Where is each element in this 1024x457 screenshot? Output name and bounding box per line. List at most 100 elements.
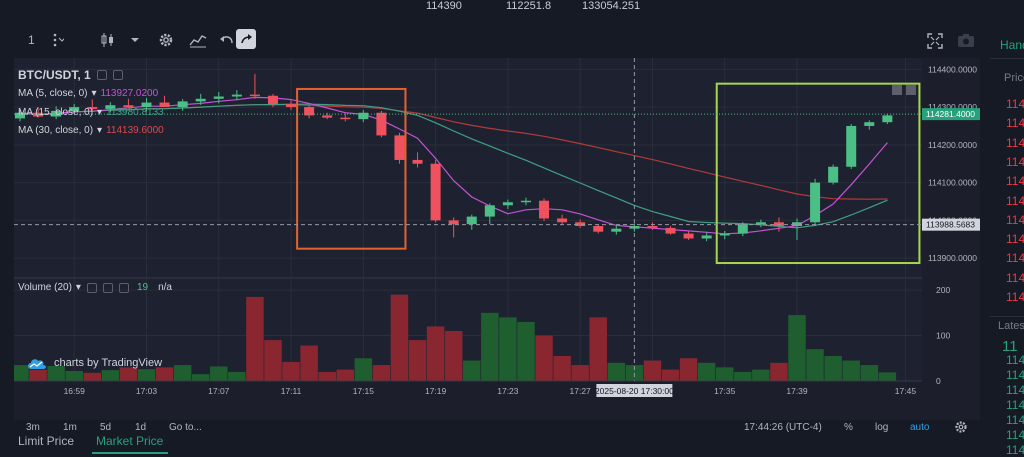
- time-tick-label: 17:19: [425, 386, 447, 396]
- chevron-down-icon[interactable]: ▾: [97, 125, 103, 136]
- volume-bar: [444, 331, 463, 381]
- volume-bar: [752, 369, 770, 381]
- volume-bar: [300, 345, 318, 381]
- fullscreen-icon[interactable]: [926, 32, 944, 50]
- candle-body: [575, 222, 586, 227]
- legend-volume[interactable]: Volume (20) ▾ 19 n/a: [18, 282, 172, 293]
- trade-price[interactable]: 114: [1006, 383, 1024, 397]
- volume-bar: [734, 371, 752, 381]
- volume-bar: [137, 369, 156, 381]
- tab-limit-price[interactable]: Limit Price: [18, 434, 75, 448]
- price-tick-label: 114300.0000: [928, 102, 977, 112]
- ask-price[interactable]: 114: [1006, 251, 1024, 266]
- trade-price[interactable]: 114: [1006, 353, 1024, 367]
- ask-price[interactable]: 114: [1006, 193, 1024, 208]
- range-1d[interactable]: 1d: [135, 422, 147, 433]
- legend-ma15[interactable]: MA (15, close, 0) ▾ 113980.8133: [18, 107, 164, 118]
- range-5d[interactable]: 5d: [100, 422, 112, 433]
- close-icon[interactable]: [118, 282, 129, 293]
- order-type-tabs: Limit Price Market Price: [0, 430, 990, 457]
- goto-button[interactable]: Go to...: [169, 422, 202, 433]
- volume-bar: [173, 365, 192, 381]
- eye-icon[interactable]: [86, 282, 97, 293]
- trade-price[interactable]: 114: [1006, 413, 1024, 427]
- ma30-label: MA (30, close, 0): [18, 125, 94, 136]
- candle-body: [864, 122, 875, 126]
- undo-icon[interactable]: [218, 32, 234, 48]
- percent-toggle[interactable]: %: [844, 422, 853, 433]
- trade-price[interactable]: 11: [1002, 338, 1018, 355]
- eye-icon[interactable]: [96, 70, 107, 80]
- candle-body: [502, 202, 513, 206]
- candle-body: [683, 233, 694, 239]
- candle-body: [520, 200, 531, 203]
- interval-button[interactable]: 1: [28, 33, 35, 47]
- crosshair-time-badge: [596, 384, 673, 397]
- candle-body: [195, 98, 206, 102]
- symbol-label: BTC/USDT, 1: [18, 68, 91, 82]
- log-toggle[interactable]: log: [875, 422, 889, 433]
- volume-tick-label: 100: [936, 331, 950, 341]
- chevron-down-icon[interactable]: ▾: [75, 282, 81, 293]
- ask-price[interactable]: 114: [1006, 97, 1024, 111]
- trade-price[interactable]: 114: [1006, 428, 1024, 442]
- trade-price[interactable]: 114: [1006, 398, 1024, 412]
- volume-bar: [210, 366, 228, 381]
- volume-bar: [535, 335, 553, 381]
- gear-icon[interactable]: [954, 420, 968, 437]
- volume-bar: [697, 362, 716, 381]
- watermark-text: charts by TradingView: [54, 357, 163, 369]
- ask-price[interactable]: 114: [1006, 270, 1024, 285]
- volume-bar: [463, 360, 481, 381]
- indicators-icon[interactable]: [189, 32, 207, 48]
- chevron-down-icon[interactable]: ▾: [91, 88, 97, 99]
- volume-bar: [47, 366, 65, 381]
- range-1m[interactable]: 1m: [63, 422, 77, 433]
- ask-price[interactable]: 114: [1006, 116, 1024, 131]
- ask-price[interactable]: 114: [1006, 212, 1024, 227]
- trade-price[interactable]: 114: [1006, 368, 1024, 382]
- chart-bottom-bar: 3m 1m 5d 1d Go to... 17:44:26 (UTC-4) % …: [14, 420, 980, 438]
- candle-body: [647, 226, 658, 228]
- range-3m[interactable]: 3m: [26, 422, 40, 433]
- volume-bar: [155, 367, 174, 381]
- clock-readout[interactable]: 17:44:26 (UTC-4): [744, 422, 822, 433]
- candle-body: [358, 112, 369, 120]
- tab-divider: [990, 58, 1024, 59]
- ma15-value: 113980.8133: [106, 107, 164, 118]
- settings-icon[interactable]: [102, 282, 113, 293]
- tab-market-price[interactable]: Market Price: [96, 434, 164, 448]
- volume-bar: [101, 370, 120, 381]
- ask-price[interactable]: 114: [1006, 174, 1024, 189]
- volume-bar: [318, 371, 336, 381]
- ask-price[interactable]: 114: [1006, 232, 1024, 247]
- ask-price[interactable]: 114: [1006, 290, 1024, 304]
- chevron-down-icon[interactable]: ▾: [97, 107, 103, 118]
- chevron-down-icon[interactable]: [130, 32, 140, 48]
- settings-icon[interactable]: [112, 70, 123, 80]
- ask-price[interactable]: 114: [1006, 135, 1024, 150]
- candle-body: [665, 227, 676, 234]
- stat-low: 112251.8: [506, 0, 552, 12]
- candle-body: [773, 222, 784, 227]
- candles-icon[interactable]: [100, 32, 116, 48]
- legend-ma5[interactable]: MA (5, close, 0) ▾ 113927.0200: [18, 88, 158, 99]
- candle-body: [737, 224, 748, 234]
- candle-body: [755, 222, 766, 225]
- candle-body: [87, 107, 98, 109]
- chart-area[interactable]: 114400.0000 114300.0000 114200.0000 114100.…: [14, 58, 980, 420]
- tradingview-watermark[interactable]: charts by TradingView: [26, 356, 162, 370]
- time-tick-label: 17:11: [281, 386, 302, 396]
- menu-dots-icon[interactable]: [52, 32, 64, 48]
- share-icon[interactable]: [236, 29, 256, 49]
- auto-toggle[interactable]: auto: [910, 422, 930, 433]
- gear-icon[interactable]: [158, 32, 174, 48]
- tab-handicap[interactable]: Handicap: [1000, 38, 1024, 52]
- trade-price[interactable]: 114: [1006, 443, 1024, 457]
- legend-ma30[interactable]: MA (30, close, 0) ▾ 114139.6000: [18, 125, 164, 136]
- camera-icon[interactable]: [956, 32, 976, 48]
- volume-bar: [65, 371, 83, 381]
- candle-body: [412, 159, 423, 164]
- ask-price[interactable]: 114: [1006, 154, 1024, 169]
- candlestick-chart[interactable]: 114400.0000 114300.0000 114200.0000 114100.…: [14, 58, 980, 420]
